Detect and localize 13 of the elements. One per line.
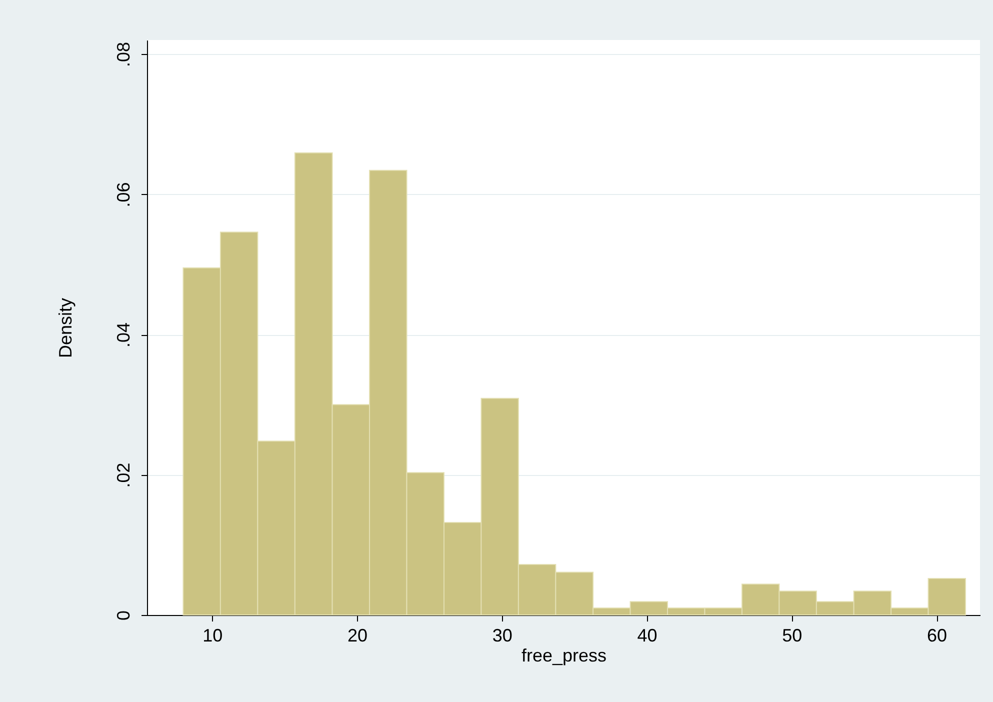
x-tick-label: 40 [637, 626, 658, 646]
x-tick-label: 30 [492, 626, 512, 646]
y-tick-label: .06 [114, 182, 134, 208]
y-tick-label: .02 [114, 462, 134, 488]
x-tick-label: 10 [202, 626, 223, 646]
y-tick-label: .04 [114, 322, 134, 348]
y-tick-label: 0 [114, 610, 134, 621]
x-tick-label: 20 [348, 626, 368, 646]
y-tick-label: .08 [114, 42, 134, 68]
x-tick-label: 60 [927, 626, 948, 646]
x-tick-label: 50 [782, 626, 802, 646]
y-axis-title: Density [56, 298, 76, 358]
x-axis-title: free_press [521, 646, 607, 666]
